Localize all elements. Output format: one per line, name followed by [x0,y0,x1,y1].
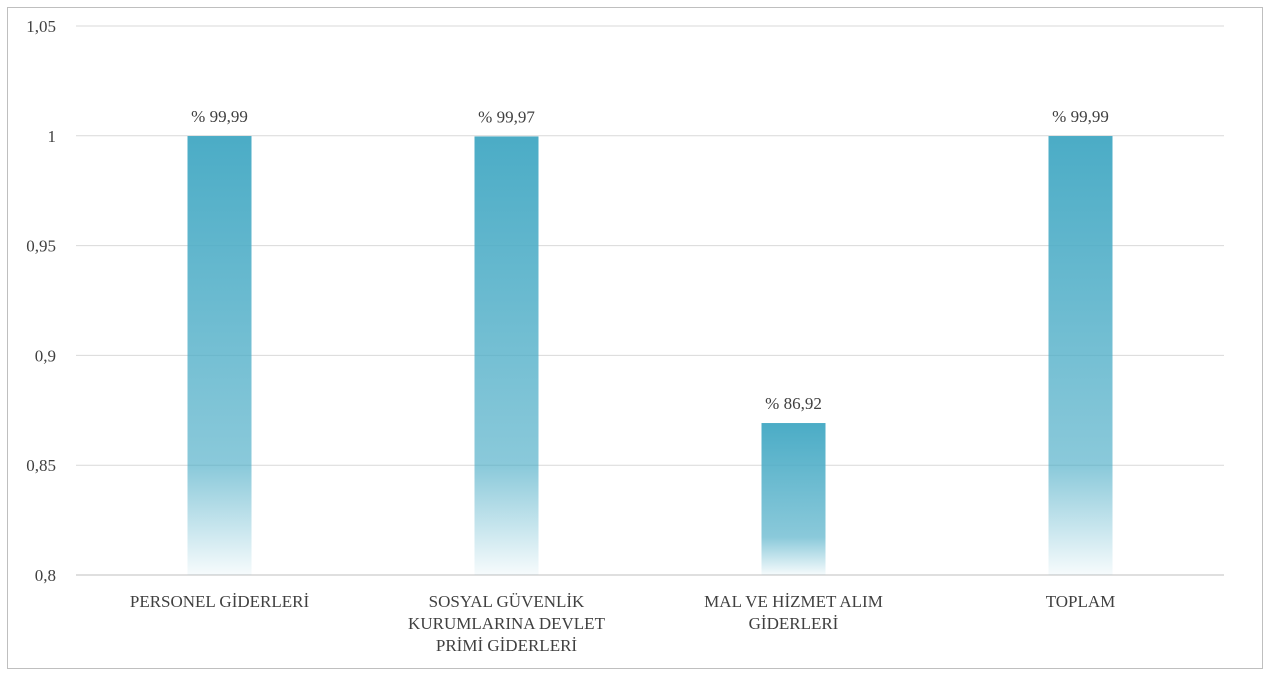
x-tick-label: SOSYAL GÜVENLİK [429,592,585,611]
y-tick-label: 0,95 [26,237,56,256]
bars [187,136,1113,576]
x-tick-label: KURUMLARINA DEVLET [408,614,606,633]
y-tick-label: 0,9 [35,346,56,365]
data-label: % 86,92 [765,394,822,413]
y-axis: 0,8 0,85 0,9 0,95 1 1,05 [26,17,56,585]
data-labels: % 99,99 % 99,97 % 86,92 % 99,99 [191,107,1109,413]
data-label: % 99,99 [1052,107,1109,126]
x-tick-label: PRİMİ GİDERLERİ [436,636,578,655]
data-label: % 99,97 [478,107,535,126]
x-tick-label: MAL VE HİZMET ALIM [704,592,883,611]
y-tick-label: 1 [48,127,57,146]
x-axis: PERSONEL GİDERLERİ SOSYAL GÜVENLİK KURUMLA… [130,592,1115,655]
gridlines [76,25,1224,576]
y-tick-label: 0,8 [35,566,56,585]
x-tick-label: TOPLAM [1046,592,1116,611]
bar [187,136,252,576]
data-label: % 99,99 [191,107,248,126]
y-tick-label: 1,05 [26,17,56,36]
x-tick-label: GİDERLERİ [749,614,839,633]
bar [761,423,826,575]
bar [1048,136,1113,576]
x-tick-label: PERSONEL GİDERLERİ [130,592,310,611]
bar [474,136,539,575]
y-tick-label: 0,85 [26,456,56,475]
